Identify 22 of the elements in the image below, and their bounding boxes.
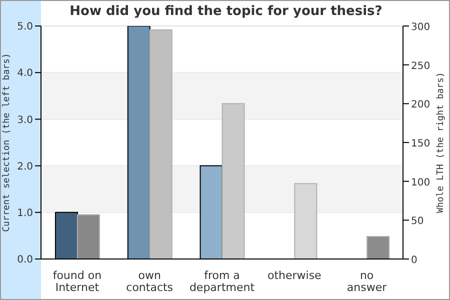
y-tick-label: 1.0	[17, 208, 33, 219]
y-tick-label: 0.0	[17, 254, 33, 266]
y2-axis-title: Whole LTH (the right bars)	[436, 72, 446, 213]
x-tick-label: from a department	[189, 269, 256, 294]
y-tick-label: 5.0	[17, 22, 33, 33]
y2-tick-label: 200	[411, 100, 430, 111]
y2-tick-label: 100	[411, 177, 430, 188]
y-tick-label: 2.0	[17, 161, 33, 172]
y-axis-title: Current selection (the left bars)	[2, 53, 12, 232]
x-tick-label: otherwise	[267, 269, 322, 282]
bar	[366, 236, 390, 259]
y2-tick-label: 50	[411, 216, 424, 228]
y-tick-label: 3.0	[17, 114, 33, 126]
x-tick-label: own contacts	[126, 269, 174, 294]
x-tick-label: no answer	[346, 269, 388, 294]
y2-tick-label: 250	[411, 60, 430, 72]
x-tick-label: found on Internet	[52, 269, 102, 294]
y2-tick-label: 150	[411, 138, 430, 150]
y2-tick-label: 0	[411, 255, 418, 266]
chart-title: How did you find the topic for your thesis?	[68, 4, 384, 19]
y-tick-label: 4.0	[17, 68, 33, 80]
y2-tick-label: 300	[411, 22, 430, 33]
